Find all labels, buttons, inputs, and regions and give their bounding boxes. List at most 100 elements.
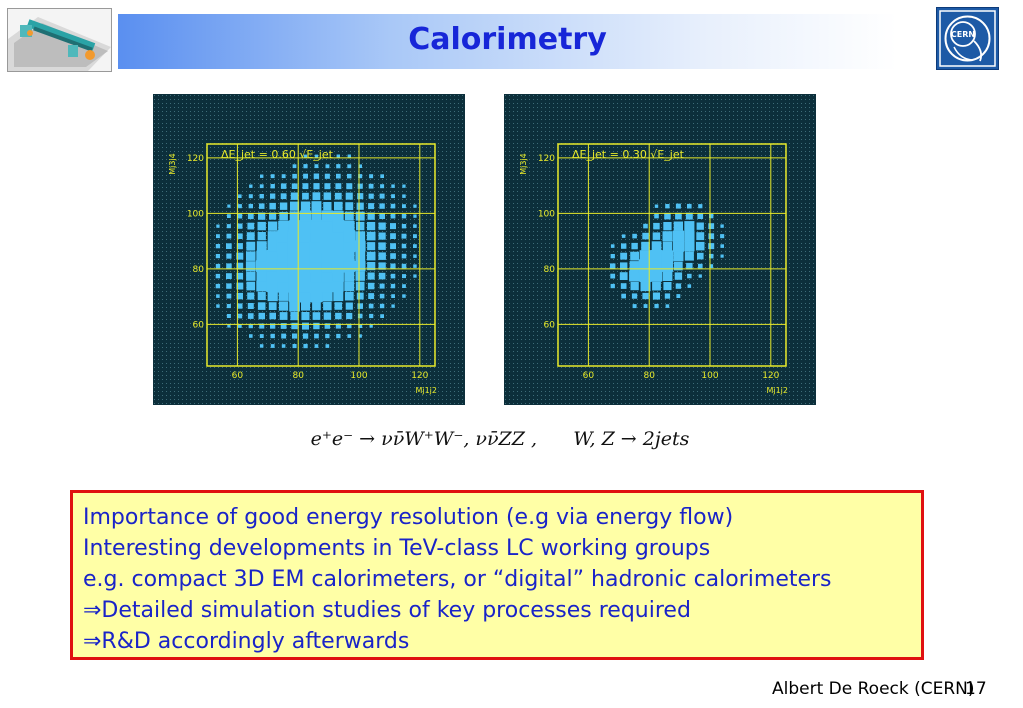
bin-mark xyxy=(236,272,244,280)
bin-mark xyxy=(696,241,705,251)
bin-mark xyxy=(309,239,324,253)
bin-mark xyxy=(259,184,264,189)
bin-mark xyxy=(379,303,385,309)
bin-mark xyxy=(402,284,406,288)
bin-mark xyxy=(402,294,406,298)
bin-mark xyxy=(279,211,288,221)
bin-mark xyxy=(332,230,345,243)
bin-mark xyxy=(291,183,298,189)
bin-mark xyxy=(347,334,352,338)
bin-mark xyxy=(391,194,395,199)
plot-grid xyxy=(558,144,786,366)
bin-mark xyxy=(708,223,715,229)
slide-title: Calorimetry xyxy=(408,22,607,57)
bin-mark xyxy=(215,273,221,279)
bin-mark xyxy=(720,244,724,248)
bin-mark xyxy=(390,203,396,209)
bin-mark xyxy=(345,202,354,211)
bin-mark xyxy=(302,333,309,339)
bin-mark xyxy=(378,222,386,230)
bin-mark xyxy=(344,220,355,232)
bin-mark xyxy=(247,292,255,300)
bin-mark xyxy=(358,324,363,328)
bin-mark xyxy=(413,264,417,268)
bin-mark xyxy=(288,220,301,232)
x-tick-label: 60 xyxy=(232,371,244,381)
bin-mark xyxy=(321,220,334,233)
bin-mark xyxy=(709,264,714,268)
bin-mark xyxy=(268,221,278,231)
bin-mark xyxy=(247,303,254,309)
bin-mark xyxy=(390,263,396,269)
bin-mark xyxy=(629,261,640,272)
bin-mark xyxy=(325,344,330,348)
y-tick-label: 80 xyxy=(544,265,556,275)
bin-mark xyxy=(687,203,692,209)
bin-mark xyxy=(720,234,725,239)
y-tick-label: 80 xyxy=(193,265,205,275)
bin-mark xyxy=(402,184,406,188)
bin-mark xyxy=(367,212,375,220)
bin-mark xyxy=(289,300,300,312)
bin-mark xyxy=(237,303,243,309)
bin-mark xyxy=(358,334,362,338)
cern-logo: CERN xyxy=(936,7,999,70)
bin-mark xyxy=(312,301,321,311)
bin-mark xyxy=(401,214,407,219)
bin-mark xyxy=(312,312,321,320)
bin-mark xyxy=(401,263,407,269)
bin-mark xyxy=(642,292,649,300)
bin-mark xyxy=(226,304,231,309)
y-axis-label: Mj3j4 xyxy=(519,153,528,175)
bin-mark xyxy=(311,211,322,222)
bin-mark xyxy=(323,192,332,200)
bin-mark xyxy=(310,269,323,283)
bin-mark xyxy=(643,223,648,229)
bin-mark xyxy=(356,202,364,210)
bin-mark xyxy=(629,270,640,282)
bin-mark xyxy=(278,220,289,232)
bin-mark xyxy=(663,282,672,291)
bin-mark xyxy=(390,253,396,259)
bin-mark xyxy=(632,304,637,309)
bin-mark xyxy=(331,239,346,253)
bin-mark xyxy=(303,343,308,349)
bin-mark xyxy=(685,212,693,220)
plot-grid xyxy=(207,144,435,366)
bin-mark xyxy=(303,154,308,158)
bin-mark xyxy=(621,234,626,238)
bin-mark xyxy=(302,183,309,190)
note-line-3: e.g. compact 3D EM calorimeters, or “dig… xyxy=(83,567,832,592)
bin-mark xyxy=(313,173,320,179)
bin-mark xyxy=(335,323,341,329)
bin-mark xyxy=(323,301,332,311)
bin-mark xyxy=(620,283,627,289)
decay-formula-text: W, Z → 2jets xyxy=(573,428,690,450)
bin-mark xyxy=(322,290,333,302)
bin-mark xyxy=(378,252,386,260)
bin-mark xyxy=(256,250,267,262)
bin-mark xyxy=(709,213,714,219)
bin-mark xyxy=(257,221,266,231)
detector-logo xyxy=(7,8,112,72)
bin-mark xyxy=(401,243,407,249)
bin-mark xyxy=(674,261,683,271)
bin-mark xyxy=(215,283,221,289)
bin-mark xyxy=(303,164,308,169)
bin-mark xyxy=(269,212,277,220)
bin-mark xyxy=(708,243,715,250)
bin-mark xyxy=(325,333,330,339)
x-tick-label: 100 xyxy=(701,371,718,381)
bin-mark xyxy=(324,323,331,329)
bin-mark xyxy=(390,223,396,230)
bin-mark xyxy=(413,244,417,248)
bin-mark xyxy=(303,173,308,179)
bin-mark xyxy=(379,283,385,289)
bin-mark xyxy=(259,323,265,329)
bin-mark xyxy=(652,292,660,300)
bin-mark xyxy=(620,262,628,270)
bin-mark xyxy=(391,184,395,188)
bin-mark xyxy=(238,324,242,328)
x-tick-label: 80 xyxy=(292,371,304,381)
bin-mark xyxy=(324,183,331,190)
